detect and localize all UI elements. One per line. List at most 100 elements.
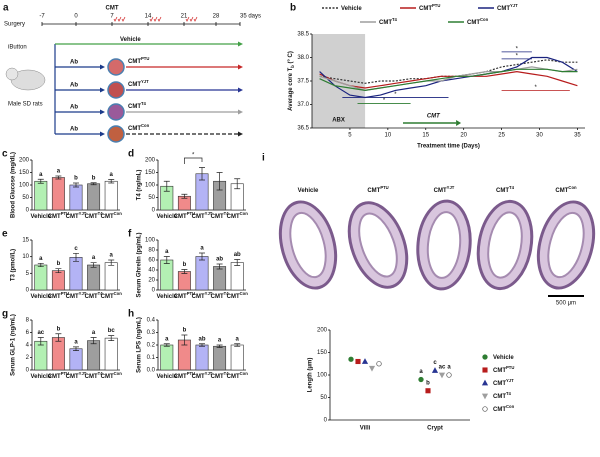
x-tick-label: CMTT4: [211, 371, 230, 380]
panel-label: b: [290, 3, 296, 14]
label-text: Vehicle: [156, 294, 177, 300]
dot: [446, 372, 452, 378]
y-tick-label: 2: [26, 355, 30, 361]
dot: [361, 358, 369, 364]
label-sup: PTU: [61, 211, 69, 216]
dot: [368, 365, 376, 372]
label-text: CMT: [48, 294, 61, 300]
label-text: CMT: [211, 374, 224, 380]
label-sup: T4: [141, 101, 147, 106]
label-text: CMT: [66, 214, 79, 220]
y-tick-label: 0.1: [147, 355, 156, 361]
timeline-label: 21: [181, 14, 188, 20]
bar: [230, 344, 244, 371]
label-text: CMT: [101, 374, 114, 380]
bar: [51, 337, 65, 371]
y-label-sub: b: [290, 65, 295, 68]
ab-label: Ab: [70, 105, 78, 111]
group-letter: bc: [108, 328, 116, 334]
label-sup: T4: [224, 211, 230, 216]
y-tick-label: 150: [19, 170, 30, 176]
error-bar: [55, 175, 62, 180]
label-text: CMT: [493, 368, 506, 374]
cmt-annotation: CMT: [427, 114, 441, 120]
label-text: CMT: [419, 6, 432, 12]
panel-label: i: [262, 153, 265, 164]
ab-label: Ab: [70, 127, 78, 133]
error-bar: [37, 178, 44, 184]
y-axis-label: Blood Glucose (mg/dL): [11, 152, 17, 218]
group-letter: a: [110, 253, 114, 259]
error-bar: [55, 333, 62, 342]
group-label: CMTYJT: [128, 79, 149, 88]
arrowhead: [100, 109, 105, 115]
y-tick-label: 40: [148, 268, 155, 274]
label-text: CMT: [496, 188, 509, 194]
label-sup: Con: [240, 291, 249, 296]
bar: [87, 340, 101, 371]
y-tick-label: 10: [22, 254, 29, 260]
label-sup: T4: [224, 371, 230, 376]
label-sup: T4: [509, 185, 515, 190]
group-letter: a: [236, 336, 240, 342]
label-text: CMT: [434, 188, 447, 194]
x-tick-label: 15: [422, 133, 429, 139]
y-tick-label: 0.4: [147, 318, 156, 324]
x-tick-label: CMTYJT: [66, 211, 87, 220]
panel-label: a: [3, 3, 9, 14]
label-text: CMT: [85, 374, 98, 380]
dot: [482, 354, 488, 360]
error-bar: [199, 252, 205, 261]
y-tick-label: 0.0: [147, 368, 156, 374]
label-sup: T4: [98, 291, 104, 296]
label-sup: PTU: [380, 185, 388, 190]
y-tick-label: 150: [317, 350, 328, 356]
label-text: CMT: [128, 59, 141, 65]
bar: [104, 262, 118, 291]
bar: [213, 345, 227, 371]
label-sup: YJT: [205, 211, 213, 216]
y-axis-label: T3 (pmol/L): [11, 249, 17, 281]
error-bar: [73, 252, 79, 262]
legend-label: CMTCon: [493, 404, 515, 413]
significance-star: *: [535, 85, 538, 91]
dish: [107, 103, 125, 121]
group-label: CMTT4: [128, 101, 147, 110]
y-tick-label: 50: [22, 195, 29, 201]
ibutton-label: iButton: [8, 45, 27, 51]
label-text: CMT: [48, 374, 61, 380]
micrograph-label: CMTYJT: [434, 185, 455, 194]
group-letter: a: [110, 172, 114, 178]
dose-mark: [157, 16, 162, 22]
x-tick-label: 30: [536, 133, 543, 139]
label-sup: Con: [240, 371, 249, 376]
group-letter: a: [419, 369, 423, 375]
bar: [213, 266, 227, 291]
label-text: Vehicle: [120, 37, 141, 43]
x-tick-label: 35: [574, 133, 581, 139]
error-bar: [181, 269, 188, 274]
label-text: CMT: [174, 294, 187, 300]
x-tick-label: CMTYJT: [192, 211, 213, 220]
error-bar: [55, 268, 62, 274]
error-bar: [163, 343, 170, 347]
group-letter: b: [57, 261, 61, 267]
group-letter: a: [92, 330, 96, 336]
label-text: CMT: [493, 407, 506, 413]
y-tick-label: 5: [26, 271, 30, 277]
group-letter: c: [74, 246, 78, 252]
group-letter: ac: [37, 330, 44, 336]
x-tick-label: CMTPTU: [174, 371, 195, 380]
label-sup: YJT: [205, 291, 213, 296]
arrowhead: [238, 131, 243, 137]
error-bar: [234, 259, 241, 266]
label-sup: YJT: [141, 79, 149, 84]
x-tick-label: 25: [498, 133, 505, 139]
label-sup: Con: [240, 211, 249, 216]
error-bar: [73, 182, 79, 188]
y-tick-label: 38.0: [297, 55, 309, 61]
group-letter: b: [426, 380, 430, 386]
bar: [104, 180, 118, 211]
label-sup: Con: [114, 211, 123, 216]
